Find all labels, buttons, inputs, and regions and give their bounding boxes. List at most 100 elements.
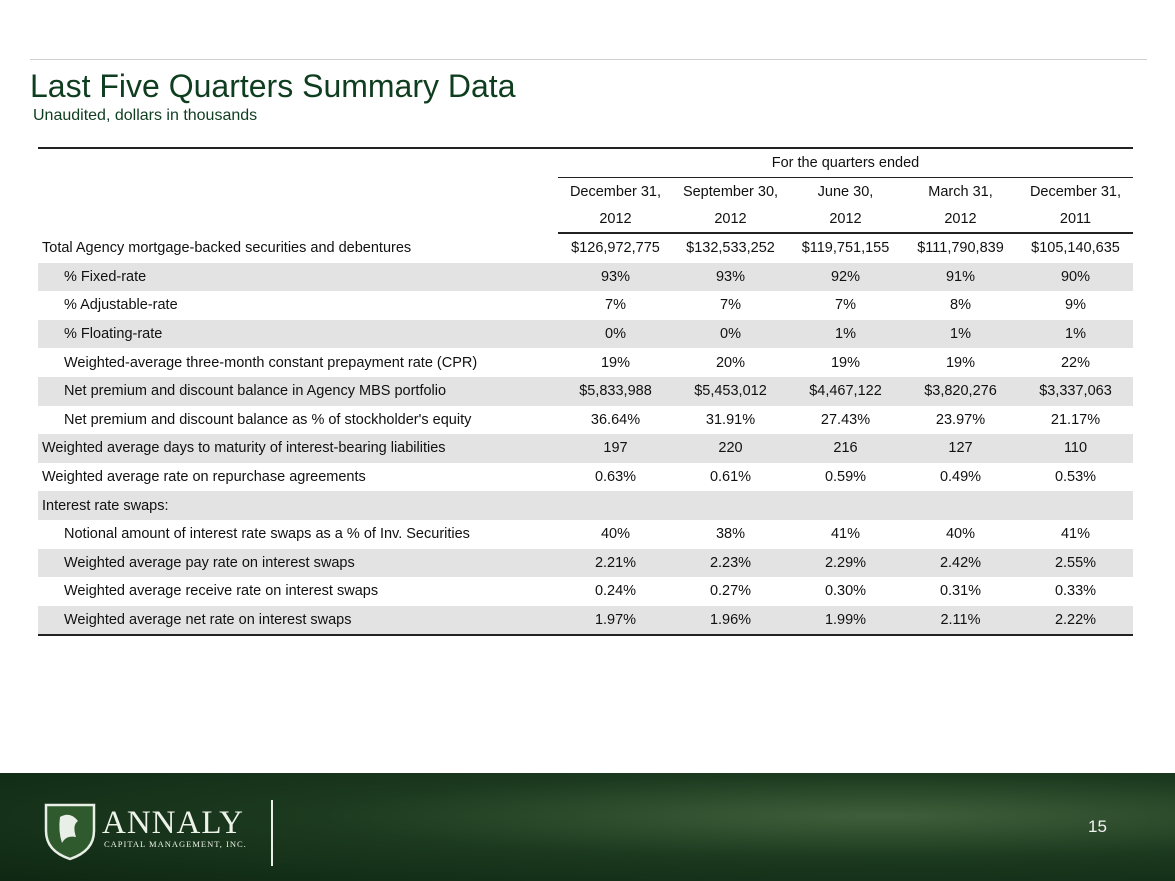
row-label: Notional amount of interest rate swaps a… [64,526,470,543]
column-header: 2012 [788,205,903,234]
table-row: Interest rate swaps: [38,491,1133,520]
column-header-row: 2012 2012 2012 2012 2011 [38,205,1133,234]
cell: 93% [673,262,788,292]
cell: 2.21% [558,548,673,578]
table-row: Net premium and discount balance in Agen… [38,376,1133,406]
cell: 8% [950,297,971,314]
row-label: Interest rate swaps: [38,491,558,520]
cell: 22% [1060,354,1091,371]
cell: 0.61% [709,469,752,486]
row-label: Total Agency mortgage-backed securities … [42,239,412,256]
table-row: Weighted average pay rate on interest sw… [38,548,1133,578]
column-header: 2012 [903,205,1018,234]
column-header: September 30, [682,183,779,200]
cell: 27.43% [820,411,871,428]
row-label: Weighted average receive rate on interes… [64,583,379,600]
cell: 19% [600,354,631,371]
footer: ANNALY CAPITAL MANAGEMENT, INC. 15 [0,773,1175,881]
column-header: June 30, [817,183,874,200]
cell: 20% [715,354,746,371]
cell: 23.97% [935,411,986,428]
cell: $3,337,063 [1018,376,1133,406]
table-row: Total Agency mortgage-backed securities … [38,233,1133,263]
row-label: % Floating-rate [38,319,558,349]
cell: 220 [673,434,788,463]
cell: 1% [1018,319,1133,349]
blank-cell [673,491,788,520]
cell: 197 [558,434,673,463]
cell: 1.97% [558,605,673,636]
subtitle: Unaudited, dollars in thousands [33,107,258,124]
cell: 2.22% [1018,605,1133,636]
blank-cell [1018,491,1133,520]
cell: $5,453,012 [673,376,788,406]
cell: 2.23% [673,548,788,578]
blank-cell [903,491,1018,520]
cell: 41% [1060,526,1091,543]
cell: 1% [788,319,903,349]
blank-cell [788,491,903,520]
row-label: Net premium and discount balance as % of… [64,411,472,428]
cell: 1% [903,319,1018,349]
row-label: Weighted average days to maturity of int… [38,434,558,463]
cell: 21.17% [1050,411,1101,428]
table-row: % Floating-rate 0% 0% 1% 1% 1% [38,319,1133,349]
column-header-row: December 31, September 30, June 30, March 3… [38,178,1133,206]
cell: $4,467,122 [788,376,903,406]
group-header: For the quarters ended [558,148,1133,178]
row-label: Weighted average rate on repurchase agre… [42,469,366,486]
logo-tagline: CAPITAL MANAGEMENT, INC. [104,839,247,849]
cell: 41% [830,526,861,543]
table-row: % Fixed-rate 93% 93% 92% 91% 90% [38,262,1133,292]
blank-cell [38,178,558,206]
cell: 19% [945,354,976,371]
cell: 40% [945,526,976,543]
table-row: Weighted average net rate on interest sw… [38,605,1133,636]
cell: 0.24% [594,583,637,600]
cell: $126,972,775 [571,240,660,257]
cell: 2.11% [903,605,1018,636]
cell: $132,533,252 [686,240,775,257]
blank-cell [558,491,673,520]
table-row: Weighted average days to maturity of int… [38,434,1133,463]
row-label: Weighted-average three-month constant pr… [64,354,478,371]
summary-table: For the quarters ended December 31, Septem… [38,147,1133,637]
logo-name: ANNALY [102,805,245,841]
row-label: Net premium and discount balance in Agen… [38,376,558,406]
cell: 0.63% [594,469,637,486]
cell: 127 [903,434,1018,463]
cell: 0% [558,319,673,349]
cell: 0.53% [1054,469,1097,486]
cell: 40% [600,526,631,543]
column-header: 2012 [558,205,673,234]
cell: 110 [1018,434,1133,463]
cell: 1.96% [673,605,788,636]
cell: $3,820,276 [903,376,1018,406]
blank-cell [38,148,558,178]
group-header-row: For the quarters ended [38,148,1133,178]
cell: 0% [673,319,788,349]
top-rule [30,59,1147,60]
cell: 7% [605,297,626,314]
row-label: Weighted average pay rate on interest sw… [38,548,558,578]
cell: 36.64% [590,411,641,428]
cell: 216 [788,434,903,463]
table-row: Notional amount of interest rate swaps a… [38,520,1133,549]
cell: 38% [715,526,746,543]
blank-cell [38,205,558,233]
column-header: December 31, [569,183,662,200]
row-label: Weighted average net rate on interest sw… [38,605,558,636]
cell: 0.33% [1054,583,1097,600]
cell: 0.27% [709,583,752,600]
column-header: 2012 [673,205,788,234]
cell: 90% [1018,262,1133,292]
cell: 31.91% [705,411,756,428]
cell: 91% [903,262,1018,292]
cell: 0.49% [939,469,982,486]
table-row: Weighted-average three-month constant pr… [38,348,1133,377]
cell: 0.31% [939,583,982,600]
cell: 1.99% [788,605,903,636]
cell: 2.55% [1018,548,1133,578]
cell: $5,833,988 [558,376,673,406]
